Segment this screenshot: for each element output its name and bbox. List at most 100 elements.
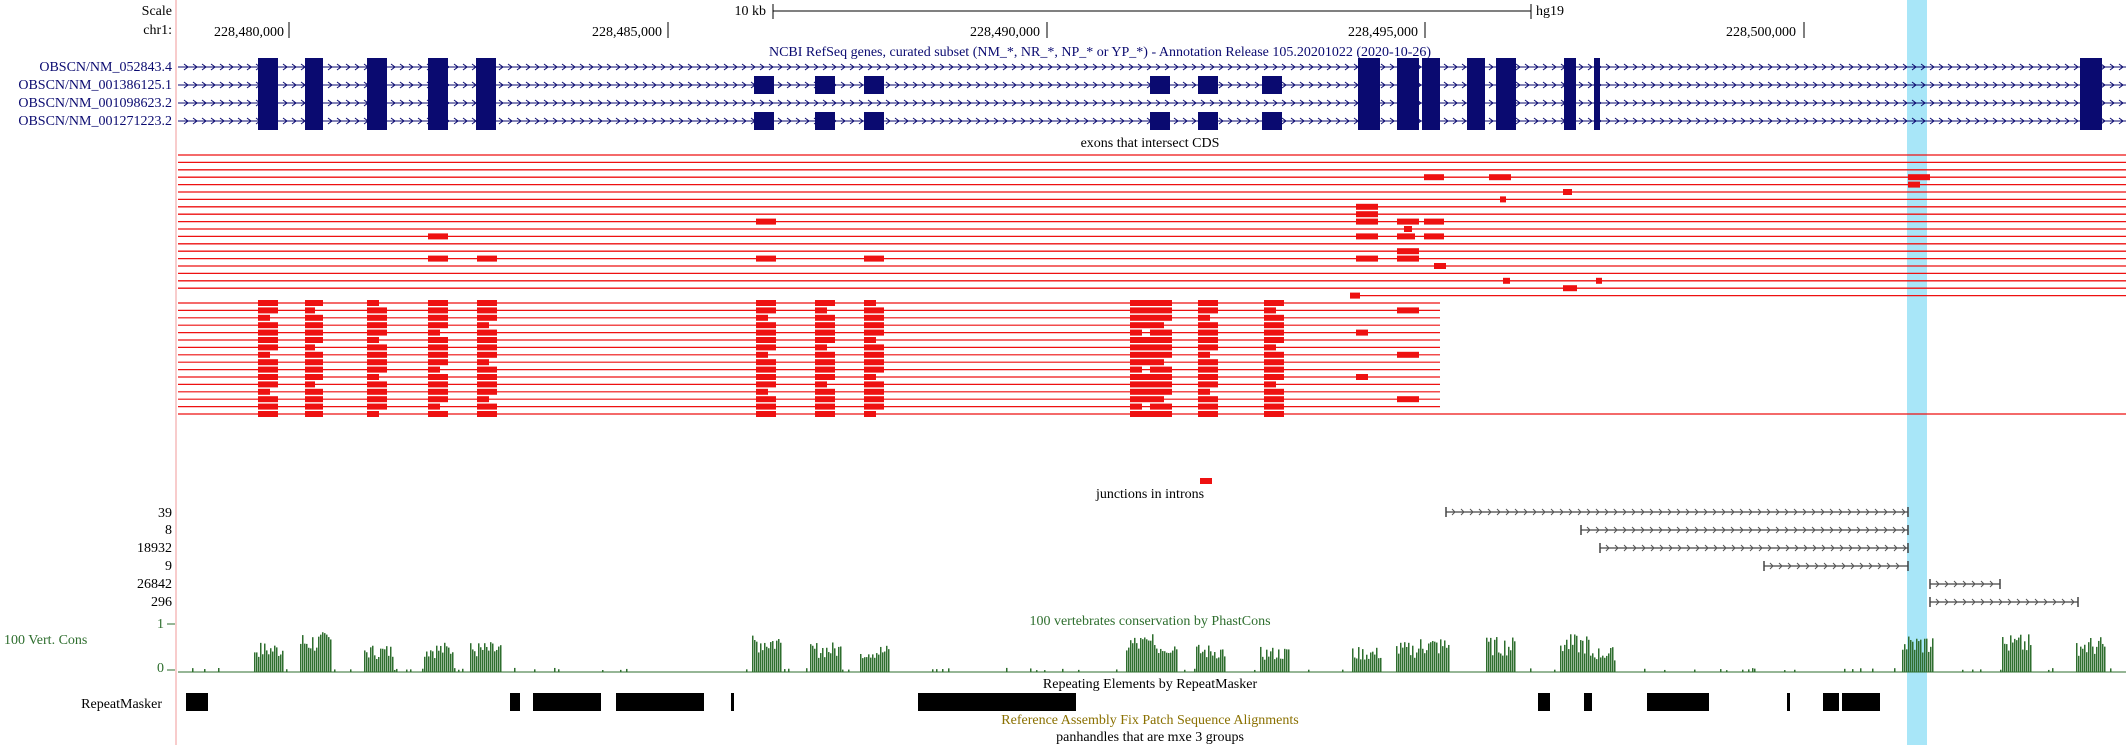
cds-exon-block[interactable] bbox=[864, 388, 884, 395]
cds-exon-block[interactable] bbox=[815, 366, 835, 373]
cds-exon-block[interactable] bbox=[1596, 277, 1602, 284]
cds-exon-block[interactable] bbox=[815, 359, 835, 366]
cds-exon-block[interactable] bbox=[1198, 381, 1218, 388]
gene-exon[interactable] bbox=[1564, 112, 1576, 130]
cds-exon-block[interactable] bbox=[428, 314, 448, 321]
cds-exon-block[interactable] bbox=[305, 307, 315, 314]
cds-exon-block[interactable] bbox=[428, 411, 448, 417]
cds-exon-block[interactable] bbox=[864, 374, 876, 380]
cds-exon-block[interactable] bbox=[477, 322, 489, 329]
gene-exon[interactable] bbox=[428, 76, 448, 94]
cds-exon-block[interactable] bbox=[1150, 396, 1164, 403]
cds-exon-block[interactable] bbox=[756, 329, 776, 336]
gene-exon[interactable] bbox=[258, 58, 278, 76]
gene-exon[interactable] bbox=[864, 76, 884, 94]
exons-intersect-cds-track[interactable]: exons that intersect CDS bbox=[178, 136, 2126, 484]
junctions-track[interactable]: junctions in introns 39 8 18932 9 26842 … bbox=[137, 487, 2079, 610]
gene-exon[interactable] bbox=[428, 112, 448, 130]
cds-exon-block[interactable] bbox=[1130, 396, 1150, 403]
cds-exon-block[interactable] bbox=[815, 388, 835, 395]
cds-exon-block[interactable] bbox=[1198, 359, 1218, 366]
gene-exon[interactable] bbox=[1496, 58, 1516, 76]
cds-exon-block[interactable] bbox=[815, 300, 835, 306]
cds-exon-block[interactable] bbox=[1356, 255, 1378, 262]
cds-exon-block[interactable] bbox=[1434, 263, 1446, 269]
cds-exon-block[interactable] bbox=[305, 300, 323, 306]
repeat-element[interactable] bbox=[1787, 693, 1790, 711]
repeat-element[interactable] bbox=[1538, 693, 1550, 711]
cds-exon-block[interactable] bbox=[305, 388, 323, 395]
cds-exon-block[interactable] bbox=[367, 388, 387, 395]
cds-exon-block[interactable] bbox=[258, 396, 278, 403]
cds-exon-block[interactable] bbox=[756, 374, 776, 380]
cds-exon-block[interactable] bbox=[1150, 366, 1172, 373]
cds-exon-block[interactable] bbox=[864, 381, 884, 388]
cds-exon-block[interactable] bbox=[258, 329, 278, 336]
cds-exon-block[interactable] bbox=[367, 403, 387, 410]
gene-exon[interactable] bbox=[1422, 76, 1440, 94]
cds-exon-block[interactable] bbox=[1130, 366, 1142, 373]
cds-exon-block[interactable] bbox=[1150, 351, 1172, 358]
cds-exon-block[interactable] bbox=[258, 351, 270, 358]
cds-exon-block[interactable] bbox=[1908, 174, 1930, 181]
gene-exon[interactable] bbox=[1397, 112, 1419, 130]
cds-exon-block[interactable] bbox=[1198, 351, 1210, 358]
cds-exon-block[interactable] bbox=[1563, 285, 1577, 292]
cds-exon-block[interactable] bbox=[864, 359, 884, 366]
cds-exon-block[interactable] bbox=[1264, 314, 1284, 321]
cds-exon-block[interactable] bbox=[1198, 403, 1218, 410]
gene-exon[interactable] bbox=[1198, 76, 1218, 94]
cds-exon-block[interactable] bbox=[1356, 218, 1378, 225]
gene-exon[interactable] bbox=[1594, 76, 1600, 94]
cds-exon-block[interactable] bbox=[1130, 359, 1150, 366]
cds-exon-block[interactable] bbox=[1424, 218, 1444, 225]
cds-exon-block[interactable] bbox=[428, 322, 448, 329]
cds-exon-block[interactable] bbox=[477, 396, 489, 403]
gene-exon[interactable] bbox=[305, 112, 323, 130]
cds-exon-block[interactable] bbox=[1150, 359, 1164, 366]
cds-exon-block[interactable] bbox=[258, 337, 278, 343]
cds-exon-block[interactable] bbox=[367, 344, 387, 351]
cds-exon-block[interactable] bbox=[258, 300, 278, 306]
cds-exon-block[interactable] bbox=[815, 351, 835, 358]
cds-exon-block[interactable] bbox=[367, 314, 387, 321]
cds-exon-block[interactable] bbox=[367, 396, 387, 403]
cds-exon-block[interactable] bbox=[756, 307, 776, 314]
cds-exon-block[interactable] bbox=[1356, 233, 1378, 240]
cds-exon-block[interactable] bbox=[1198, 337, 1218, 343]
cds-exon-block[interactable] bbox=[1130, 351, 1150, 358]
cds-exon-block[interactable] bbox=[815, 381, 827, 388]
cds-exon-block[interactable] bbox=[1503, 277, 1510, 284]
cds-exon-block[interactable] bbox=[1198, 388, 1210, 395]
cds-exon-block[interactable] bbox=[1130, 307, 1150, 314]
cds-exon-block[interactable] bbox=[367, 381, 387, 388]
gene-exon[interactable] bbox=[1422, 94, 1440, 112]
cds-exon-block[interactable] bbox=[864, 396, 884, 403]
cds-exon-block[interactable] bbox=[756, 403, 776, 410]
cds-exon-block[interactable] bbox=[864, 337, 876, 343]
cds-exon-block[interactable] bbox=[305, 314, 323, 321]
cds-exon-block[interactable] bbox=[305, 366, 323, 373]
cds-exon-block[interactable] bbox=[258, 322, 278, 329]
cds-exon-block[interactable] bbox=[1130, 344, 1150, 351]
cds-exon-block[interactable] bbox=[1198, 314, 1210, 321]
gene-exon[interactable] bbox=[367, 58, 387, 76]
cds-exon-block[interactable] bbox=[1264, 337, 1284, 343]
cds-exon-block[interactable] bbox=[864, 411, 876, 417]
cds-exon-block[interactable] bbox=[367, 337, 379, 343]
cds-exon-block[interactable] bbox=[815, 322, 835, 329]
cds-exon-block[interactable] bbox=[428, 233, 448, 240]
repeatmasker-track[interactable]: Repeating Elements by RepeatMasker Repea… bbox=[81, 677, 1880, 712]
cds-exon-block[interactable] bbox=[1356, 203, 1378, 210]
cds-exon-block[interactable] bbox=[477, 411, 497, 417]
cds-exon-block[interactable] bbox=[305, 411, 323, 417]
cds-exon-block[interactable] bbox=[477, 307, 497, 314]
gene-exon[interactable] bbox=[1467, 76, 1485, 94]
cds-exon-block[interactable] bbox=[1264, 411, 1284, 417]
cds-exon-block[interactable] bbox=[1150, 411, 1172, 417]
cds-exon-block[interactable] bbox=[1198, 307, 1218, 314]
cds-exon-block[interactable] bbox=[1198, 329, 1218, 336]
cds-exon-block[interactable] bbox=[1908, 181, 1920, 188]
cds-exon-block[interactable] bbox=[367, 300, 379, 306]
